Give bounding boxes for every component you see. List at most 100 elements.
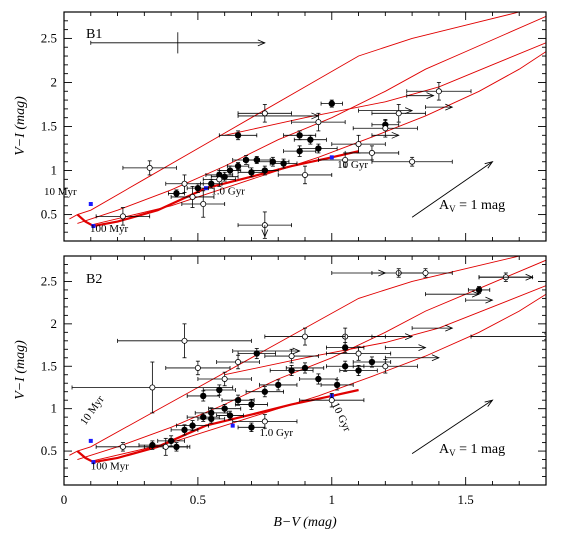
reddening-value: = 1 mag	[456, 442, 506, 457]
age-marker-2	[91, 224, 96, 229]
data-point-open	[261, 110, 268, 117]
reddening-vector	[411, 161, 493, 218]
reddening-symbol: A	[439, 442, 450, 457]
data-point-filled	[269, 158, 277, 165]
isochrone-line	[76, 150, 359, 228]
age-label: 10 Myr	[78, 393, 107, 427]
data-point-filled	[234, 132, 242, 139]
data-point-filled	[208, 180, 215, 187]
data-point-filled	[341, 344, 349, 351]
age-marker-4	[329, 155, 334, 160]
data-point-open	[146, 164, 153, 171]
data-point-open	[181, 180, 188, 187]
reddening-vector	[411, 399, 493, 454]
data-point-open	[395, 110, 402, 117]
panel-b2: 0 0.5 1 1.5 0.5 1 1.5 2 2.5 B2 V−I (mag) B−V (ma…	[13, 255, 547, 530]
data-point-filled	[167, 437, 175, 445]
data-point-filled	[248, 401, 255, 408]
y-tick-label: 1	[51, 163, 58, 178]
x-tick-label: 0.5	[190, 492, 206, 507]
reddening-vector-head	[484, 160, 494, 169]
y-axis-label: V−I (mag)	[13, 340, 28, 400]
axis-ticks: 0.5 1 1.5 2 2.5	[41, 11, 547, 242]
data-point-open	[368, 149, 375, 156]
data-point-open	[119, 213, 126, 220]
reddening-vector-head	[484, 399, 494, 407]
data-point-filled	[301, 364, 309, 372]
age-label: 100 Myr	[90, 223, 129, 235]
reddening-subscript: V	[449, 204, 456, 214]
evolution-track-3	[90, 293, 546, 462]
data-point-filled	[248, 424, 255, 431]
limit-arrow-head	[404, 333, 414, 340]
y-tick-label: 0.5	[41, 207, 57, 222]
data-point-filled	[341, 363, 349, 370]
data-point-open	[382, 363, 389, 370]
data-point-filled	[307, 136, 314, 143]
data-point-filled	[280, 160, 287, 167]
x-tick-label: 1.5	[458, 492, 474, 507]
data-point-open	[315, 119, 322, 126]
age-marker-3	[230, 423, 235, 428]
evolution-track-1	[69, 12, 520, 220]
isochrone-line	[76, 388, 359, 464]
axis-ticks: 0 0.5 1 1.5 0.5 1 1.5 2 2.5	[41, 255, 547, 507]
limit-arrow-head	[471, 290, 481, 298]
data-point-filled	[328, 100, 335, 107]
data-point-open	[301, 171, 308, 178]
evolution-track-1	[69, 256, 520, 456]
data-point-open	[235, 359, 242, 366]
reddening-value: = 1 mag	[456, 198, 506, 213]
data-point-open	[435, 88, 442, 95]
data-point-filled	[149, 441, 156, 449]
limit-arrow-head	[257, 39, 266, 47]
data-point-open	[409, 158, 416, 165]
y-tick-label: 1.5	[41, 358, 57, 373]
y-tick-label: 1	[51, 401, 58, 416]
data-point-filled	[368, 358, 376, 366]
data-point-filled	[275, 381, 282, 389]
data-point-filled	[315, 145, 322, 152]
x-axis-label: B−V (mag)	[273, 515, 337, 530]
data-point-filled	[216, 386, 223, 394]
panel-label: B2	[86, 272, 102, 287]
age-label: 10 Gyr	[337, 159, 368, 171]
x-tick-label: 1	[329, 492, 336, 507]
data-point-filled	[248, 169, 255, 176]
data-point-filled	[288, 367, 295, 374]
limit-arrow-head	[445, 324, 454, 332]
data-point-filled	[221, 173, 228, 180]
data-point-filled	[355, 367, 362, 374]
y-tick-label: 0.5	[41, 443, 57, 458]
limit-arrow-head	[261, 229, 269, 238]
panel-label: B1	[86, 27, 102, 42]
data-point-filled	[234, 162, 242, 170]
data-point-open	[261, 418, 268, 425]
data-points	[71, 268, 546, 456]
data-point-open	[119, 443, 126, 450]
data-point-filled	[296, 132, 303, 139]
data-point-filled	[234, 396, 242, 404]
y-axis-label: V−I (mag)	[13, 96, 28, 156]
data-point-filled	[194, 184, 202, 192]
data-point-open	[216, 176, 223, 183]
limit-arrow-head	[431, 354, 440, 362]
data-point-filled	[173, 190, 180, 197]
data-point-filled	[226, 412, 234, 419]
limit-arrow-head	[418, 344, 427, 351]
reddening-symbol: A	[439, 198, 450, 213]
age-marker-1	[88, 202, 93, 207]
limit-arrow-head	[311, 112, 320, 120]
y-tick-label: 1.5	[41, 119, 57, 134]
data-point-filled	[208, 415, 215, 423]
data-point-open	[221, 375, 228, 382]
data-point-filled	[221, 405, 228, 412]
limit-arrow-head	[485, 296, 494, 304]
data-point-filled	[475, 286, 483, 294]
y-tick-label: 2	[51, 74, 58, 89]
y-tick-label: 2.5	[41, 273, 57, 288]
data-point-open	[181, 337, 188, 344]
data-point-open	[162, 443, 169, 450]
data-point-open	[189, 193, 196, 200]
